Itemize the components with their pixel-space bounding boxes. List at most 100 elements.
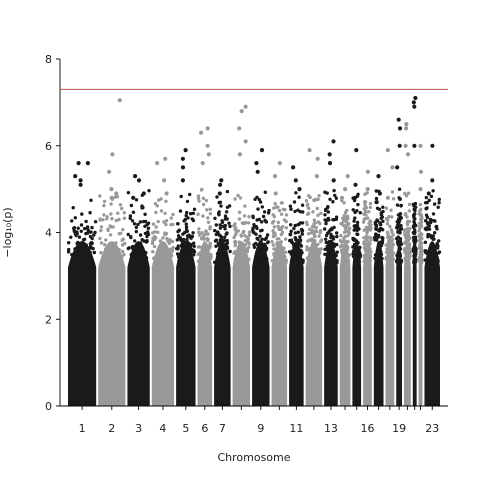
peak-point: [418, 169, 424, 174]
data-point: [362, 228, 366, 232]
data-point: [170, 253, 174, 258]
data-point: [218, 200, 223, 204]
data-point: [342, 236, 346, 240]
data-point: [113, 195, 117, 199]
data-point: [346, 233, 350, 238]
data-point: [185, 210, 189, 215]
data-point: [218, 252, 222, 256]
data-point: [341, 219, 346, 223]
data-point: [160, 251, 165, 256]
data-point: [114, 218, 119, 223]
data-point: [390, 230, 394, 234]
data-point: [233, 227, 237, 232]
data-point: [390, 245, 394, 249]
data-point: [146, 231, 150, 235]
data-point: [237, 240, 241, 244]
data-point: [90, 225, 94, 230]
data-point: [159, 209, 164, 213]
data-point: [106, 246, 110, 250]
data-point: [206, 249, 210, 253]
data-point: [273, 202, 277, 206]
data-point: [156, 230, 160, 234]
chromosome-23-body: [424, 241, 440, 406]
data-point: [353, 210, 357, 215]
data-point: [67, 241, 71, 245]
data-point: [295, 256, 299, 260]
data-point: [255, 226, 259, 231]
data-point: [164, 232, 168, 236]
isolated-point: [117, 98, 122, 103]
data-point: [190, 217, 194, 221]
peak-point: [164, 191, 169, 196]
data-point: [295, 248, 300, 253]
data-point: [368, 205, 373, 210]
data-point: [82, 255, 87, 259]
data-point: [202, 242, 207, 246]
data-point: [310, 225, 315, 229]
chromosome-19-body: [396, 241, 403, 406]
data-point: [145, 234, 149, 239]
data-point: [128, 214, 133, 218]
data-point: [403, 241, 407, 246]
data-point: [388, 224, 392, 229]
data-point: [291, 257, 295, 262]
peak-point: [109, 187, 114, 192]
data-point: [272, 225, 277, 229]
data-point: [208, 225, 212, 229]
peak-point: [163, 156, 168, 161]
peak-point: [239, 109, 244, 114]
data-point: [305, 248, 309, 252]
data-point: [79, 223, 84, 227]
data-point: [280, 230, 285, 235]
data-point: [403, 256, 407, 260]
data-point: [315, 206, 319, 211]
data-point: [293, 223, 297, 228]
data-point: [238, 252, 242, 256]
data-point: [104, 238, 108, 242]
data-point: [136, 246, 140, 250]
data-point: [98, 218, 102, 222]
data-point: [170, 239, 175, 244]
data-point: [197, 230, 201, 235]
data-points: [66, 95, 442, 406]
data-point: [101, 218, 105, 222]
data-point: [245, 235, 250, 240]
data-point: [418, 241, 422, 246]
data-point: [198, 260, 203, 264]
data-point: [89, 230, 93, 234]
data-point: [121, 227, 125, 232]
x-tick-label-1: 1: [79, 422, 86, 435]
data-point: [151, 222, 156, 226]
data-point: [326, 250, 330, 255]
data-point: [138, 220, 143, 224]
data-point: [427, 198, 431, 202]
data-point: [395, 203, 400, 207]
data-point: [346, 240, 350, 244]
data-point: [413, 239, 417, 244]
data-point: [352, 245, 356, 249]
data-point: [233, 243, 237, 248]
data-point: [120, 255, 124, 259]
data-point: [237, 210, 242, 214]
data-point: [163, 211, 167, 216]
data-point: [135, 251, 139, 255]
data-point: [205, 208, 209, 212]
data-point: [76, 240, 80, 245]
data-point: [86, 231, 90, 235]
data-point: [308, 248, 312, 252]
data-point: [84, 246, 89, 250]
data-point: [426, 222, 430, 226]
data-point: [335, 261, 339, 265]
data-point: [247, 233, 252, 237]
data-point: [129, 235, 133, 239]
data-point: [429, 194, 434, 199]
data-point: [408, 247, 412, 252]
data-point: [120, 206, 124, 211]
data-point: [140, 238, 144, 242]
data-point: [77, 235, 82, 239]
peak-point: [180, 178, 185, 183]
data-point: [419, 224, 424, 228]
data-point: [119, 231, 123, 236]
data-point: [280, 201, 284, 205]
data-point: [111, 259, 115, 263]
